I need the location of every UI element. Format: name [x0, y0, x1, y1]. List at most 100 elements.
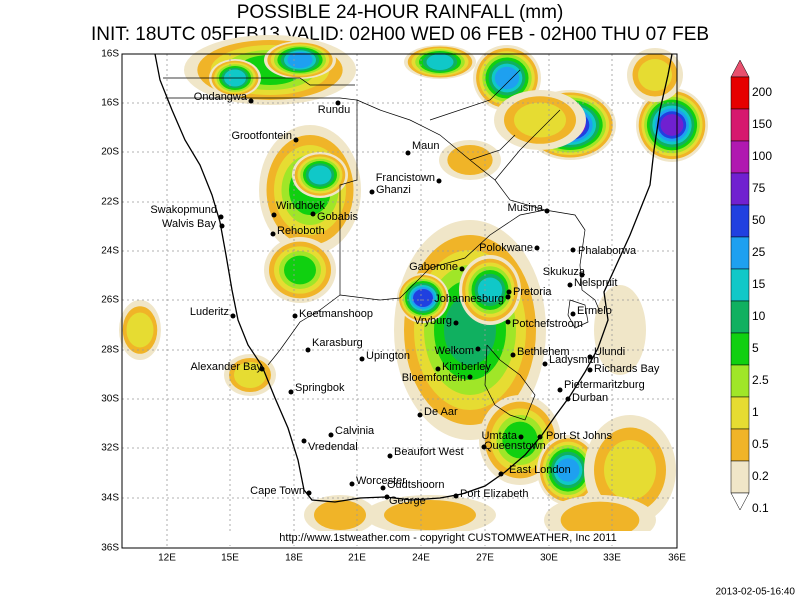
- rain-contour: [413, 289, 433, 307]
- place-label: Bloemfontein: [402, 372, 466, 384]
- place-label: Umtata: [482, 430, 518, 442]
- place-label: East London: [509, 464, 571, 476]
- place-label: Maun: [412, 140, 440, 152]
- lat-label: 24S: [101, 246, 119, 257]
- colorbar-swatch: [730, 59, 750, 78]
- lat-label: 32S: [101, 443, 119, 454]
- place-label: Phalaborwa: [578, 245, 637, 257]
- subtitle: INIT: 18UTC 05FEB13 VALID: 02H00 WED 06 …: [91, 24, 709, 45]
- lat-label: 30S: [101, 394, 119, 405]
- lat-label: 20S: [101, 147, 119, 158]
- rain-contour: [308, 165, 332, 185]
- colorbar-label: 2.5: [752, 373, 769, 387]
- colorbar-swatch: [730, 108, 750, 142]
- place-dot: [219, 223, 225, 229]
- place-dot: [288, 389, 294, 395]
- timestamp: 2013-02-05-16:40: [715, 587, 795, 598]
- place-label: Vredendal: [308, 441, 358, 453]
- colorbar-swatch: [730, 492, 750, 511]
- place-dot: [505, 319, 511, 325]
- rain-contour: [560, 501, 640, 539]
- place-label: Karasburg: [312, 337, 363, 349]
- place-dot: [459, 266, 465, 272]
- lat-label: 22S: [101, 197, 119, 208]
- place-label: Ladysmith: [549, 354, 599, 366]
- place-dot: [435, 366, 441, 372]
- place-dot: [506, 289, 512, 295]
- place-label: Vryburg: [414, 315, 452, 327]
- rain-contour: [502, 421, 538, 459]
- place-label: George: [389, 495, 426, 507]
- lon-label: 21E: [348, 553, 366, 564]
- rain-contour: [126, 312, 154, 348]
- rain-contour: [604, 440, 656, 500]
- colorbar-swatch: [730, 396, 750, 430]
- colorbar-label: 0.5: [752, 437, 769, 451]
- place-label: Durban: [572, 392, 608, 404]
- place-dot: [349, 481, 355, 487]
- place-label: Pietermaritzburg: [564, 379, 645, 391]
- colorbar-label: 1: [752, 405, 759, 419]
- place-dot: [328, 432, 334, 438]
- place-label: Richards Bay: [594, 363, 660, 375]
- place-dot: [301, 438, 307, 444]
- place-label: Walvis Bay: [162, 218, 216, 230]
- rain-field: [119, 35, 708, 545]
- colorbar-label: 75: [752, 181, 766, 195]
- title: POSSIBLE 24-HOUR RAINFALL (mm): [237, 2, 564, 23]
- place-dot: [544, 208, 550, 214]
- lat-label: 34S: [101, 493, 119, 504]
- place-dot: [405, 150, 411, 156]
- place-dot: [579, 272, 585, 278]
- places: Ondangwa Rundu Grootfontein Maun Francistown…: [150, 91, 660, 507]
- place-label: Oudtshoorn: [387, 479, 444, 491]
- place-dot: [567, 282, 573, 288]
- place-dot: [369, 189, 375, 195]
- place-dot: [306, 490, 312, 496]
- place-dot: [467, 374, 473, 380]
- place-label: Ulundi: [594, 346, 625, 358]
- colorbar-swatch: [730, 428, 750, 462]
- place-label: Swakopmund: [150, 204, 217, 216]
- rain-contour: [284, 255, 316, 285]
- place-dot: [570, 247, 576, 253]
- lat-label: 26S: [101, 295, 119, 306]
- graticule: 16S 16S 20S 22S 24S 26S 28S 30S 32S 34S 36S 12E 15E 1…: [101, 49, 686, 564]
- place-dot: [557, 387, 563, 393]
- place-dot: [436, 178, 442, 184]
- colorbar-label: 0.1: [752, 501, 769, 515]
- colorbar-swatch: [730, 204, 750, 238]
- lat-label: 28S: [101, 345, 119, 356]
- place-label: Rehoboth: [277, 225, 325, 237]
- place-dot: [270, 231, 276, 237]
- rain-contour: [426, 54, 454, 70]
- place-label: Pretoria: [513, 286, 552, 298]
- place-label: Bethlehem: [517, 346, 570, 358]
- place-label: Windhoek: [276, 200, 325, 212]
- place-dot: [453, 493, 459, 499]
- place-label: Potchefstroom: [512, 318, 583, 330]
- place-label: Calvinia: [335, 425, 375, 437]
- place-dot: [587, 354, 593, 360]
- place-label: Keetmanshoop: [299, 308, 373, 320]
- lon-label: 27E: [476, 553, 494, 564]
- place-dot: [505, 294, 511, 300]
- place-label: Beaufort West: [394, 446, 464, 458]
- place-dot: [570, 311, 576, 317]
- place-label: Ondangwa: [194, 91, 248, 103]
- place-label: Gaborone: [409, 261, 458, 273]
- map-frame: [121, 53, 678, 549]
- colorbar-label: 25: [752, 245, 766, 259]
- place-dot: [305, 347, 311, 353]
- place-label: Port Elizabeth: [460, 488, 528, 500]
- colorbar-swatch: [730, 460, 750, 494]
- colorbar-label: 5: [752, 341, 759, 355]
- place-dot: [384, 494, 390, 500]
- place-dot: [587, 367, 593, 373]
- place-label: Francistown: [376, 172, 435, 184]
- place-label: Musina: [508, 202, 544, 214]
- colorbar-label: 200: [752, 85, 772, 99]
- place-dot: [417, 412, 423, 418]
- lon-label: 30E: [540, 553, 558, 564]
